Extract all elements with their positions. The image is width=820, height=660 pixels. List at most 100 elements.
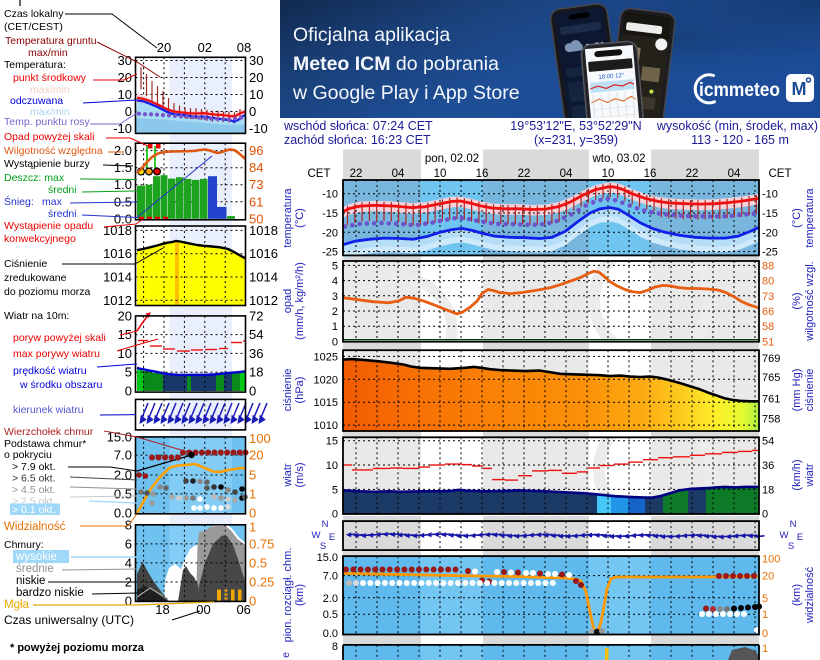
svg-text:pon, 02.02: pon, 02.02	[425, 153, 479, 165]
svg-text:00: 00	[196, 602, 210, 617]
svg-text:20: 20	[118, 70, 132, 85]
svg-text:0: 0	[332, 509, 338, 521]
svg-text:2: 2	[332, 306, 338, 318]
svg-text:10: 10	[326, 460, 338, 472]
svg-text:50: 50	[249, 211, 263, 226]
svg-text:(m/s): (m/s)	[294, 462, 306, 487]
svg-text:średnie: średnie	[16, 563, 54, 575]
svg-text:10: 10	[249, 87, 263, 102]
svg-text:niskie: niskie	[16, 575, 45, 587]
svg-text:wiatr: wiatr	[282, 463, 294, 488]
svg-text:0: 0	[125, 594, 132, 609]
svg-text:e: e	[280, 652, 292, 658]
svg-text:-20: -20	[762, 227, 778, 239]
svg-text:W: W	[780, 530, 789, 541]
svg-text:średni: średni	[48, 208, 77, 220]
svg-text:1.5: 1.5	[114, 160, 132, 175]
svg-text:bardzo niskie: bardzo niskie	[16, 587, 84, 599]
svg-text:icmmeteo: icmmeteo	[699, 80, 780, 101]
svg-text:Meteo ICM do pobrania: Meteo ICM do pobrania	[293, 53, 499, 75]
svg-text:0.0: 0.0	[114, 211, 132, 226]
svg-text:10: 10	[118, 87, 132, 102]
svg-text:Widzialność: Widzialność	[4, 521, 66, 533]
svg-text:54: 54	[762, 436, 774, 448]
svg-text:0.5: 0.5	[249, 555, 267, 570]
svg-text:Opad powyżej skali: Opad powyżej skali	[4, 131, 94, 143]
svg-text:Oficjalna aplikacja: Oficjalna aplikacja	[293, 24, 450, 46]
svg-text:1: 1	[249, 520, 256, 535]
svg-text:Temperatura:: Temperatura:	[4, 59, 66, 71]
svg-text:15: 15	[326, 436, 338, 448]
svg-text:5: 5	[762, 593, 768, 605]
svg-text:769: 769	[762, 353, 780, 365]
svg-text:max/min: max/min	[28, 47, 68, 59]
svg-text:N: N	[322, 519, 329, 530]
svg-text:15.0: 15.0	[107, 429, 132, 444]
svg-text:max/min: max/min	[30, 84, 70, 96]
svg-text:20: 20	[249, 448, 263, 463]
svg-text:Deszcz: max: Deszcz: max	[4, 172, 65, 184]
svg-text:zachód słońca: 16:23 CET: zachód słońca: 16:23 CET	[284, 133, 431, 147]
svg-text:04: 04	[728, 168, 741, 180]
svg-text:5: 5	[125, 365, 132, 380]
svg-text:Wystąpienie burzy: Wystąpienie burzy	[4, 158, 90, 170]
svg-text:1016: 1016	[103, 246, 132, 261]
svg-text:22: 22	[350, 168, 363, 180]
svg-text:wiatr: wiatr	[804, 463, 816, 488]
svg-text:96: 96	[249, 143, 263, 158]
svg-text:80: 80	[762, 276, 774, 288]
svg-text:16: 16	[644, 168, 657, 180]
svg-text:-10: -10	[249, 121, 268, 136]
svg-text:88: 88	[762, 260, 774, 272]
svg-text:prędkość wiatru: prędkość wiatru	[13, 365, 87, 377]
svg-text:-10: -10	[322, 189, 338, 201]
svg-text:72: 72	[249, 308, 263, 323]
svg-text:do poziomu morza: do poziomu morza	[4, 286, 91, 298]
svg-text:761: 761	[762, 394, 780, 406]
svg-text:(mm/h, kg/m²/h): (mm/h, kg/m²/h)	[294, 262, 306, 340]
svg-text:0.25: 0.25	[249, 575, 274, 590]
svg-text:20: 20	[157, 40, 171, 55]
svg-text:E: E	[797, 532, 803, 543]
svg-text:Czas lokalny: Czas lokalny	[4, 8, 64, 20]
svg-text:Temperatura gruntu: Temperatura gruntu	[5, 35, 97, 47]
svg-text:0: 0	[249, 505, 256, 520]
svg-text:100: 100	[762, 554, 780, 566]
svg-text:36: 36	[249, 346, 263, 361]
svg-text:0: 0	[249, 384, 256, 399]
svg-text:opad: opad	[282, 289, 294, 313]
svg-text:6: 6	[125, 536, 132, 551]
svg-text:ciśnienie: ciśnienie	[804, 369, 816, 412]
svg-text:1010: 1010	[314, 420, 338, 432]
svg-text:16: 16	[476, 168, 489, 180]
svg-text:temperatura: temperatura	[282, 187, 294, 247]
svg-text:> 0.1 okt.: > 0.1 okt.	[12, 504, 56, 516]
svg-text:-10: -10	[762, 189, 778, 201]
svg-text:36: 36	[762, 460, 774, 472]
svg-text:0: 0	[249, 104, 256, 119]
svg-text:0: 0	[332, 336, 338, 348]
svg-text:7.0: 7.0	[114, 448, 132, 463]
svg-text:7.0: 7.0	[323, 571, 338, 583]
svg-text:06: 06	[236, 602, 250, 617]
svg-text:61: 61	[249, 194, 263, 209]
svg-text:22: 22	[518, 168, 531, 180]
svg-text:Czas uniwersalny (UTC): Czas uniwersalny (UTC)	[4, 613, 134, 627]
svg-text:Podstawa chmur*: Podstawa chmur*	[4, 438, 86, 450]
svg-text:73: 73	[249, 177, 263, 192]
svg-text:10: 10	[602, 168, 615, 180]
svg-text:04: 04	[392, 168, 405, 180]
svg-text:765: 765	[762, 372, 780, 384]
svg-text:1014: 1014	[249, 270, 278, 285]
svg-text:poryw powyżej skali: poryw powyżej skali	[13, 332, 106, 344]
svg-text:0: 0	[762, 509, 768, 521]
svg-text:Wierzchołek chmur: Wierzchołek chmur	[4, 426, 94, 438]
svg-text:(°C): (°C)	[294, 208, 306, 228]
svg-text:Wiatr na 10m:: Wiatr na 10m:	[4, 310, 69, 322]
svg-text:w Google Play i App Store: w Google Play i App Store	[292, 82, 520, 104]
svg-text:max porywy wiatru: max porywy wiatru	[13, 348, 100, 360]
svg-text:0.0: 0.0	[323, 628, 338, 640]
svg-text:0.0: 0.0	[114, 505, 132, 520]
svg-text:> 6.5 okt.: > 6.5 okt.	[12, 473, 56, 485]
svg-text:4: 4	[332, 276, 338, 288]
